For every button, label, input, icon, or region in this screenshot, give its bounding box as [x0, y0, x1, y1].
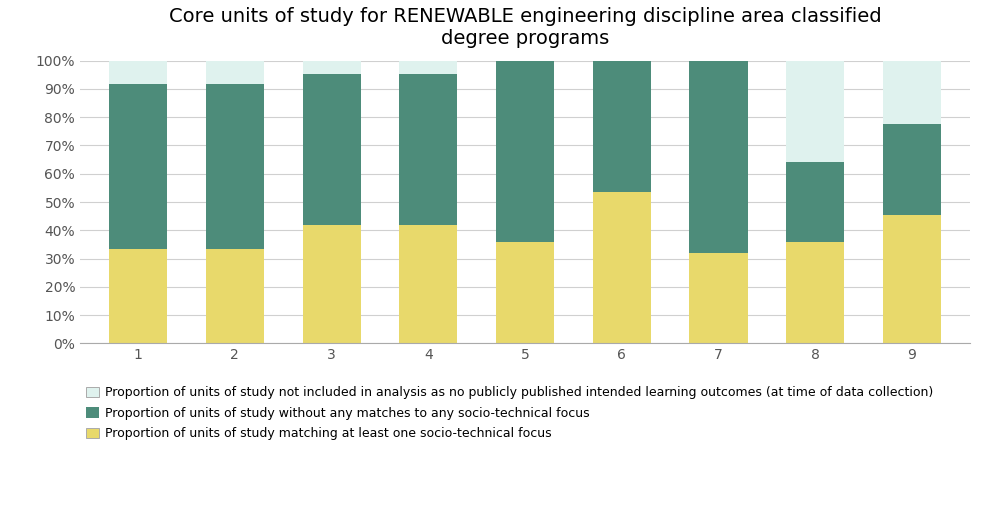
Bar	[109, 61, 167, 84]
Bar	[303, 225, 361, 343]
Bar	[206, 61, 264, 84]
Bar	[883, 61, 941, 124]
Bar	[303, 61, 361, 74]
Bar	[206, 84, 264, 249]
Bar	[689, 61, 748, 252]
Bar	[786, 242, 844, 343]
Bar	[206, 249, 264, 343]
Bar	[593, 61, 651, 192]
Legend: Proportion of units of study not included in analysis as no publicly published i: Proportion of units of study not include…	[86, 386, 933, 440]
Bar	[496, 61, 554, 242]
Bar	[109, 249, 167, 343]
Bar	[883, 215, 941, 343]
Bar	[593, 192, 651, 343]
Title: Core units of study for RENEWABLE engineering discipline area classified
degree : Core units of study for RENEWABLE engine…	[169, 7, 881, 48]
Bar	[109, 84, 167, 249]
Bar	[689, 252, 748, 343]
Bar	[786, 162, 844, 242]
Bar	[399, 225, 457, 343]
Bar	[399, 74, 457, 225]
Bar	[399, 61, 457, 74]
Bar	[786, 61, 844, 162]
Bar	[883, 124, 941, 215]
Bar	[496, 242, 554, 343]
Bar	[303, 74, 361, 225]
